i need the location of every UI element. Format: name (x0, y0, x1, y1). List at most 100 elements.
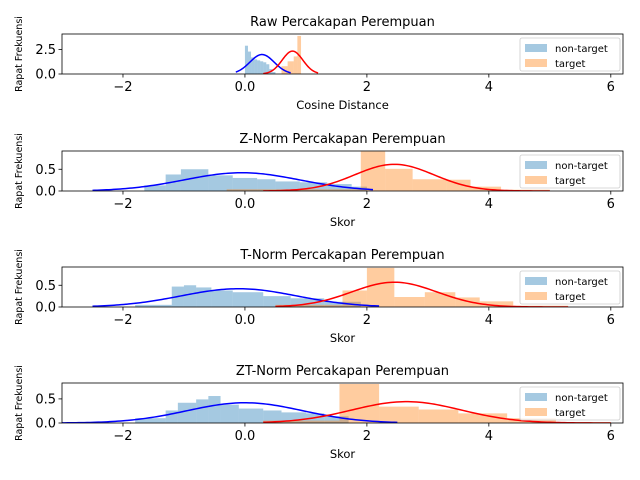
x-tick-label: 2 (363, 80, 371, 95)
nontarget-bar (177, 402, 197, 423)
nontarget-bar (244, 45, 248, 74)
x-axis-label: Skor (330, 447, 356, 461)
x-tick-label: 6 (607, 80, 615, 95)
legend: non-target target (519, 37, 621, 72)
plot-area (235, 35, 319, 74)
nontarget-bar (135, 304, 172, 307)
x-tick-label: 6 (607, 429, 615, 444)
target-bar (418, 409, 459, 423)
nontarget-legend-label: non-target (555, 277, 608, 288)
nontarget-bar (257, 60, 261, 74)
target-bar (293, 56, 298, 74)
nontarget-bar (183, 285, 197, 307)
y-axis-label: Rapat Frekuensi (14, 365, 25, 441)
subplot-3: −2 0.0 2 4 6 0.0 0.5 T-Norm Percakapan Perempua… (14, 248, 624, 345)
x-tick-label: 0.0 (235, 313, 256, 328)
target-legend-swatch (525, 292, 547, 300)
plot-area (92, 267, 569, 307)
y-tick-label: 0.0 (35, 68, 56, 83)
target-bar (385, 168, 413, 191)
nontarget-legend-label: non-target (555, 161, 608, 172)
nontarget-bar (263, 410, 282, 423)
target-legend-swatch (525, 176, 547, 184)
nontarget-bar (324, 301, 361, 307)
nontarget-bar (144, 185, 166, 191)
y-tick-label: 2.5 (35, 43, 56, 58)
subplot-4: −2 0.0 2 4 6 0.0 0.5 ZT-Norm Percakapan Perempu… (14, 364, 624, 461)
nontarget-bar (251, 57, 255, 74)
target-legend-swatch (525, 59, 547, 67)
target-legend-label: target (555, 59, 585, 70)
nontarget-bar (211, 290, 233, 307)
target-curve (263, 400, 611, 423)
subplot-title: T-Norm Percakapan Perempuan (239, 248, 444, 263)
x-axis-label: Skor (330, 215, 356, 229)
y-tick-label: 0.0 (35, 185, 56, 200)
nontarget-bar (263, 62, 267, 74)
axes-frame (61, 150, 624, 192)
y-tick-label: 0.5 (35, 392, 56, 407)
x-tick-label: 6 (607, 197, 615, 212)
x-tick-label: 4 (485, 80, 493, 95)
target-bar (446, 179, 471, 191)
x-tick-label: 6 (607, 313, 615, 328)
target-legend-label: target (555, 176, 585, 187)
y-axis-label: Rapat Frekuensi (14, 16, 25, 92)
target-bar (412, 179, 447, 191)
x-axis-label: Skor (330, 331, 356, 345)
x-tick-label: −2 (113, 313, 132, 328)
y-axis-label: Rapat Frekuensi (14, 133, 25, 209)
nontarget-bar (266, 64, 270, 74)
nontarget-bar (238, 408, 264, 423)
subplot-title: Z-Norm Percakapan Perempuan (239, 132, 445, 147)
nontarget-bar (327, 184, 352, 191)
nontarget-curve (62, 402, 398, 423)
legend: non-target target (519, 270, 621, 305)
nontarget-legend-swatch (525, 44, 547, 52)
nontarget-bar (260, 61, 264, 74)
nontarget-bar (257, 179, 276, 191)
axes-frame (61, 266, 624, 308)
subplot-2: −2 0.0 2 4 6 0.0 0.5 Z-Norm Percakapan Perempua… (14, 132, 624, 229)
nontarget-bar (208, 396, 221, 423)
target-bar (379, 406, 419, 423)
x-tick-label: 2 (363, 313, 371, 328)
x-tick-label: 2 (363, 197, 371, 212)
legend-box (519, 154, 621, 189)
nontarget-bar (208, 175, 233, 191)
x-tick-label: −2 (113, 429, 132, 444)
target-bar (458, 413, 508, 423)
nontarget-bar (275, 181, 300, 191)
nontarget-curve (92, 287, 380, 307)
nontarget-bar (220, 404, 239, 423)
target-bar (339, 383, 380, 423)
nontarget-bar (165, 174, 181, 191)
target-bar (479, 301, 514, 307)
axes-frame (61, 33, 624, 75)
y-tick-label: 0.0 (35, 301, 56, 316)
nontarget-bar (272, 72, 276, 74)
legend: non-target target (519, 154, 621, 189)
legend-box (519, 270, 621, 305)
x-tick-label: 4 (485, 429, 493, 444)
y-tick-label: 0.5 (35, 279, 56, 294)
x-tick-label: −2 (113, 80, 132, 95)
nontarget-legend-label: non-target (555, 44, 608, 55)
x-tick-label: 0.0 (235, 197, 256, 212)
nontarget-bar (135, 418, 166, 423)
nontarget-bar (180, 169, 209, 191)
x-tick-label: 4 (485, 313, 493, 328)
target-bar (394, 297, 425, 307)
nontarget-curve (235, 53, 291, 74)
x-tick-label: −2 (113, 197, 132, 212)
target-curve (263, 50, 319, 74)
plot-area (62, 383, 611, 423)
nontarget-legend-swatch (525, 161, 547, 169)
x-tick-label: 2 (363, 429, 371, 444)
plot-area (92, 151, 550, 191)
nontarget-legend-label: non-target (555, 393, 608, 404)
x-tick-label: 0.0 (235, 429, 256, 444)
nontarget-legend-swatch (525, 393, 547, 401)
y-tick-label: 0.5 (35, 163, 56, 178)
target-curve (263, 163, 550, 191)
